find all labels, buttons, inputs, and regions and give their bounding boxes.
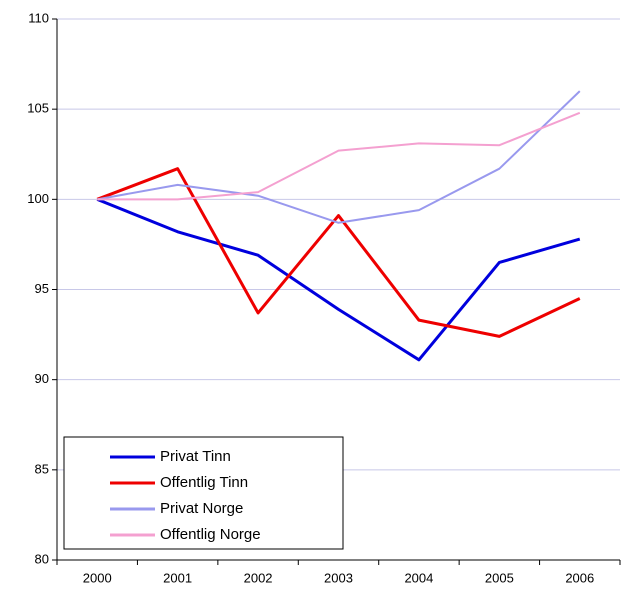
legend: Privat Tinn Offentlig Tinn Privat Norge Off… — [63, 436, 344, 550]
y-tick-label: 105 — [27, 101, 49, 116]
x-tick-label: 2003 — [324, 570, 353, 585]
y-tick-label: 100 — [27, 191, 49, 206]
series-line — [96, 197, 581, 362]
y-tick-label: 90 — [35, 371, 49, 386]
y-tick-label: 110 — [28, 10, 49, 25]
series-line — [97, 90, 581, 224]
series-line — [96, 167, 581, 338]
series-line — [97, 111, 581, 201]
x-tick-label: 2002 — [244, 570, 273, 585]
x-tick-label: 2006 — [565, 570, 594, 585]
legend-label: Privat Norge — [160, 500, 243, 517]
x-tick-label: 2004 — [404, 570, 433, 585]
x-tick-label: 2001 — [163, 570, 192, 585]
legend-label: Offentlig Tinn — [160, 474, 248, 491]
y-tick-label: 85 — [35, 461, 49, 476]
y-tick-label: 95 — [35, 281, 49, 296]
x-tick-label: 2005 — [485, 570, 514, 585]
legend-label: Privat Tinn — [160, 448, 231, 465]
x-tick-label: 2000 — [83, 570, 112, 585]
legend-label: Offentlig Norge — [160, 526, 261, 543]
y-tick-label: 80 — [35, 551, 49, 566]
